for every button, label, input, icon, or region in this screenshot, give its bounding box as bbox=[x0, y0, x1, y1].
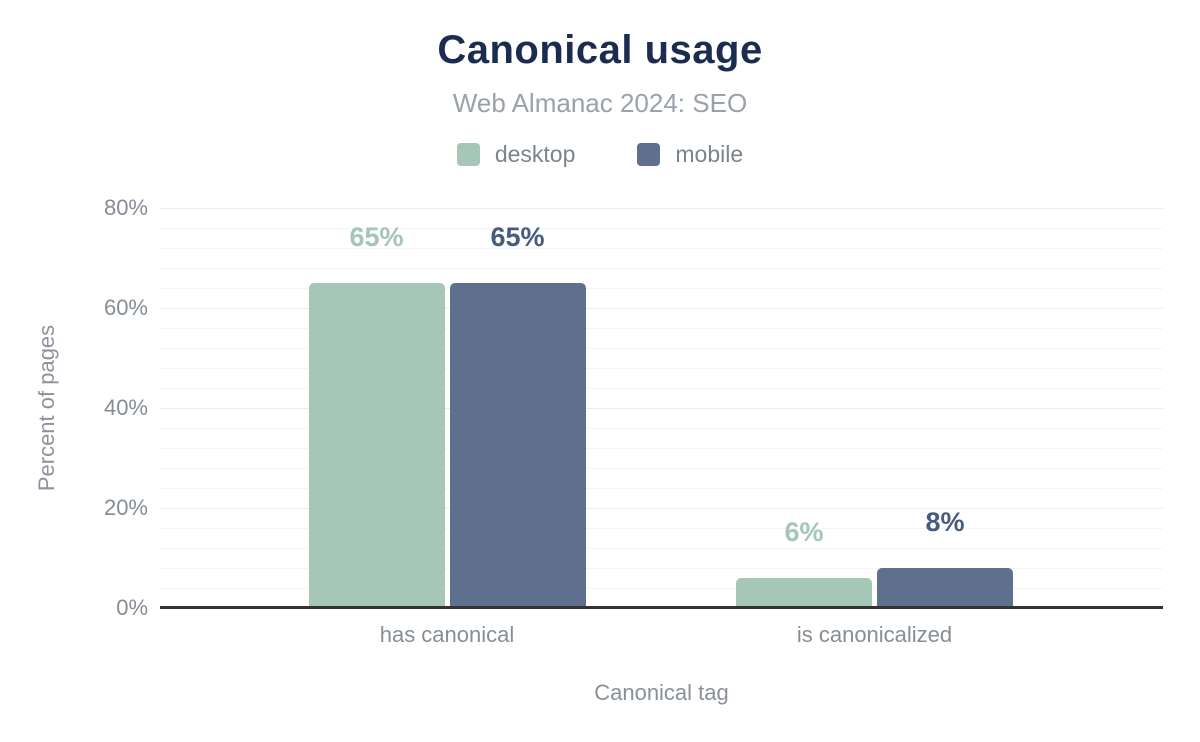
mobile-swatch-icon bbox=[637, 143, 661, 166]
x-category-label-is-canonicalized: is canonicalized bbox=[796, 622, 953, 647]
bar-desktop-has-canonical[interactable] bbox=[308, 283, 445, 608]
y-tick-label: 60% bbox=[103, 295, 148, 320]
minor-gridline bbox=[160, 528, 1163, 529]
legend-label-mobile: mobile bbox=[675, 141, 744, 167]
chart-title: Canonical usage bbox=[437, 28, 763, 72]
y-tick-label: 0% bbox=[116, 595, 148, 620]
y-tick-label: 40% bbox=[103, 395, 148, 420]
chart-subtitle: Web Almanac 2024: SEO bbox=[452, 88, 748, 118]
legend-item-desktop[interactable]: desktop bbox=[456, 141, 576, 168]
major-gridline bbox=[160, 208, 1163, 209]
bar-value-label-desktop-is-canonicalized: 6% bbox=[784, 517, 824, 547]
minor-gridline bbox=[160, 488, 1163, 489]
minor-gridline bbox=[160, 348, 1163, 349]
minor-gridline bbox=[160, 468, 1163, 469]
desktop-swatch-icon bbox=[456, 143, 480, 166]
minor-gridline bbox=[160, 448, 1163, 449]
minor-gridline bbox=[160, 588, 1163, 589]
bar-value-label-mobile-is-canonicalized: 8% bbox=[925, 507, 965, 537]
bar-value-label-desktop-has-canonical: 65% bbox=[349, 222, 404, 252]
minor-gridline bbox=[160, 388, 1163, 389]
legend-label-desktop: desktop bbox=[494, 141, 576, 167]
minor-gridline bbox=[160, 268, 1163, 269]
bar-value-label-mobile-has-canonical: 65% bbox=[490, 222, 545, 252]
legend-item-mobile[interactable]: mobile bbox=[637, 141, 743, 168]
x-axis-title: Canonical tag bbox=[594, 680, 729, 705]
minor-gridline bbox=[160, 288, 1163, 289]
minor-gridline bbox=[160, 368, 1163, 369]
x-axis-line bbox=[160, 606, 1163, 609]
minor-gridline bbox=[160, 568, 1163, 569]
major-gridline bbox=[160, 508, 1163, 509]
minor-gridline bbox=[160, 428, 1163, 429]
x-category-label-has-canonical: has canonical bbox=[379, 622, 515, 647]
plot-area: 65% 65% 6% 8% bbox=[160, 208, 1163, 609]
minor-gridline bbox=[160, 548, 1163, 549]
minor-gridline bbox=[160, 248, 1163, 249]
y-tick-label: 80% bbox=[103, 195, 148, 220]
minor-gridline bbox=[160, 228, 1163, 229]
bar-mobile-is-canonicalized[interactable] bbox=[877, 568, 1013, 608]
minor-gridline bbox=[160, 328, 1163, 329]
legend: desktop mobile bbox=[0, 141, 1200, 168]
major-gridline bbox=[160, 308, 1163, 309]
major-gridline bbox=[160, 408, 1163, 409]
bar-desktop-is-canonicalized[interactable] bbox=[736, 578, 872, 608]
y-axis-title: Percent of pages bbox=[34, 324, 59, 492]
bar-mobile-has-canonical[interactable] bbox=[449, 283, 586, 608]
y-tick-label: 20% bbox=[103, 495, 148, 520]
